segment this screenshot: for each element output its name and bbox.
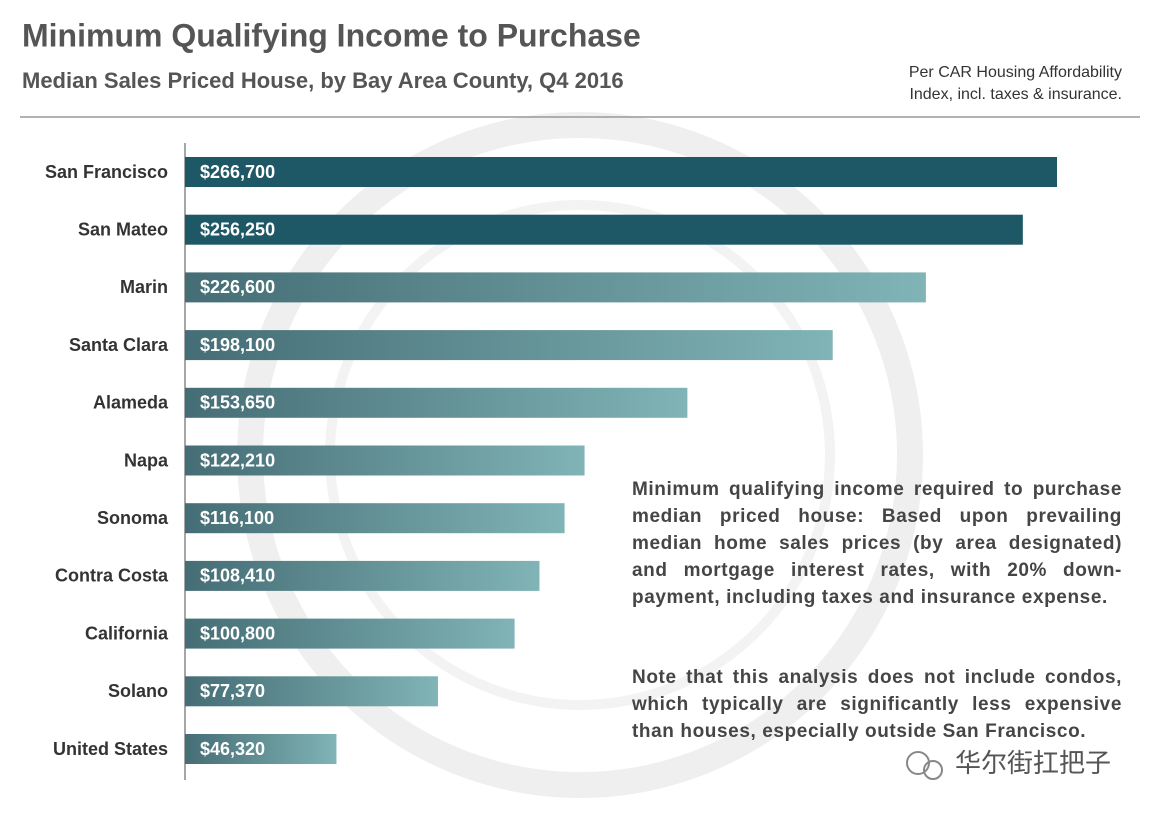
- value-label: $77,370: [200, 681, 265, 701]
- category-label: United States: [53, 739, 168, 759]
- bar: [185, 618, 515, 649]
- value-label: $116,100: [200, 508, 274, 528]
- bar: [185, 214, 1023, 245]
- wechat-icon: [923, 760, 943, 780]
- value-label: $100,800: [200, 623, 275, 643]
- bar: [185, 272, 926, 303]
- bar: [185, 157, 1057, 187]
- source-note: Index, incl. taxes & insurance.: [909, 86, 1122, 103]
- category-label: Marin: [120, 277, 168, 297]
- value-label: $266,700: [200, 162, 275, 182]
- wechat-icon: [906, 751, 930, 775]
- bar: [185, 330, 833, 361]
- category-label: San Francisco: [45, 162, 168, 182]
- category-label: San Mateo: [78, 219, 168, 239]
- category-label: Contra Costa: [55, 566, 169, 586]
- bar: [185, 676, 438, 707]
- annotation: Note that this analysis does not include…: [632, 667, 1122, 742]
- bar: [185, 734, 337, 764]
- category-label: Sonoma: [97, 508, 169, 528]
- value-label: $226,600: [200, 277, 275, 297]
- chart-subtitle: Median Sales Priced House, by Bay Area C…: [22, 68, 624, 93]
- bar: [185, 560, 540, 591]
- value-label: $198,100: [200, 335, 275, 355]
- value-label: $108,410: [200, 566, 275, 586]
- value-label: $46,320: [200, 739, 265, 759]
- bar: [185, 445, 585, 476]
- category-label: Santa Clara: [69, 335, 169, 355]
- category-label: Solano: [108, 681, 168, 701]
- annotation: Minimum qualifying income required to pu…: [632, 479, 1122, 608]
- category-label: Napa: [124, 450, 169, 470]
- value-label: $256,250: [200, 219, 275, 239]
- chart-title: Minimum Qualifying Income to Purchase: [22, 17, 641, 53]
- bar: [185, 503, 565, 534]
- bar: [185, 387, 688, 418]
- watermark-text: 华尔街扛把子: [955, 748, 1111, 778]
- category-label: California: [85, 623, 169, 643]
- value-label: $153,650: [200, 393, 275, 413]
- category-label: Alameda: [93, 393, 169, 413]
- source-note: Per CAR Housing Affordability: [909, 64, 1122, 81]
- value-label: $122,210: [200, 450, 275, 470]
